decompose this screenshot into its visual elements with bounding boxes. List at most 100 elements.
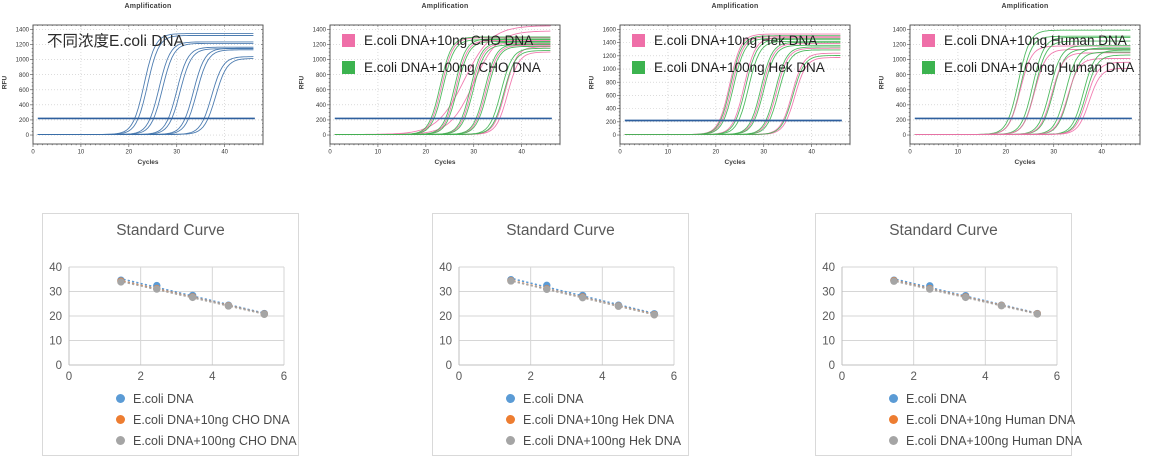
data-point xyxy=(260,310,268,318)
amplification-curve xyxy=(914,67,1131,135)
tick-label-x: 0 xyxy=(66,371,72,383)
tick-label-y: 10 xyxy=(822,336,835,348)
data-point xyxy=(650,311,658,319)
legend-label: E.coli DNA+100ng CHO DNA xyxy=(364,59,541,75)
legend-label: E.coli DNA+10ng Human DNA xyxy=(944,32,1127,48)
legend-item: E.coli DNA+100ng Hek DNA xyxy=(632,57,825,77)
legend-label: E.coli DNA xyxy=(523,391,584,406)
standard-curve-panel-human: 0 10 20 30 40 0 2 4 6 Standard Curve E.coli DNA E… xyxy=(815,213,1082,456)
amplification-curves xyxy=(624,33,842,135)
tick-label-y: 1400 xyxy=(893,28,907,34)
legend-item: E.coli DNA+10ng CHO DNA xyxy=(116,409,297,430)
data-point xyxy=(117,278,125,286)
tick-label-y: 40 xyxy=(822,262,835,274)
legend-label: E.coli DNA+10ng CHO DNA xyxy=(133,412,290,427)
legend-label: E.coli DNA xyxy=(906,391,967,406)
amplification-curve xyxy=(37,46,254,135)
tick-label-x: 20 xyxy=(712,150,719,156)
legend: E.coli DNA E.coli DNA+10ng Hek DNA E.coli … xyxy=(506,388,681,451)
legend-marker xyxy=(116,394,125,403)
legend-item: E.coli DNA+10ng Hek DNA xyxy=(632,30,825,50)
amplification-curve xyxy=(37,58,254,135)
legend-label: E.coli DNA+10ng CHO DNA xyxy=(364,32,534,48)
tick-label-x: 20 xyxy=(1002,150,1009,156)
x-axis-label: Cycles xyxy=(137,159,159,166)
tick-label-y: 1600 xyxy=(603,28,617,34)
tick-label-x: 30 xyxy=(1050,150,1057,156)
tick-label-x: 40 xyxy=(221,150,228,156)
legend-label: E.coli DNA+10ng Hek DNA xyxy=(654,32,818,48)
legend: E.coli DNA+10ng Human DNA E.coli DNA+100n… xyxy=(922,30,1134,84)
legend: E.coli DNA+10ng CHO DNA E.coli DNA+100ng … xyxy=(342,30,541,84)
amplification-curves xyxy=(914,29,1132,135)
tick-label-x: 6 xyxy=(1054,371,1060,383)
tick-label-y: 30 xyxy=(822,287,835,299)
tick-label-y: 600 xyxy=(606,94,617,100)
x-axis-label: Cycles xyxy=(434,159,456,166)
legend-label: E.coli DNA+100ng Human DNA xyxy=(944,59,1135,75)
tick-label-y: 800 xyxy=(316,73,327,79)
tick-label-y: 800 xyxy=(19,73,30,79)
tick-label-y: 10 xyxy=(49,336,62,348)
chart-title: Standard Curve xyxy=(889,222,998,239)
data-point xyxy=(890,277,898,285)
legend: E.coli DNA E.coli DNA+10ng Human DNA E.col… xyxy=(889,388,1082,451)
y-axis-label: RFU xyxy=(588,75,596,90)
legend-item: E.coli DNA+100ng Hek DNA xyxy=(506,430,681,451)
tick-label-x: 4 xyxy=(209,371,216,383)
trendline xyxy=(508,277,660,316)
amplification-curve xyxy=(37,41,254,135)
tick-label-y: 1200 xyxy=(603,54,617,60)
scatter-plot-area: 0 10 20 30 40 0 2 4 6 xyxy=(49,262,287,383)
tick-label-x: 10 xyxy=(955,150,962,156)
data-point xyxy=(961,293,970,302)
tick-label-x: 30 xyxy=(173,150,180,156)
tick-label-y: 10 xyxy=(439,336,452,348)
tick-label-y: 0 xyxy=(829,360,835,372)
std-axes: 0 10 20 30 40 0 2 4 6 xyxy=(822,262,1060,383)
tick-label-x: 0 xyxy=(31,150,35,156)
chart-title: Standard Curve xyxy=(506,222,615,239)
legend-marker xyxy=(116,436,125,445)
tick-label-x: 40 xyxy=(808,150,815,156)
tick-label-x: 20 xyxy=(422,150,429,156)
tick-label-y: 0 xyxy=(26,133,30,139)
tick-label-x: 2 xyxy=(910,371,916,383)
tick-label-y: 40 xyxy=(439,262,452,274)
tick-label-y: 30 xyxy=(439,287,452,299)
legend-item: E.coli DNA+100ng CHO DNA xyxy=(116,430,297,451)
data-point xyxy=(1033,310,1041,318)
amplification-chart-ecoli-dilutions: 0 10 20 30 40 0 200 400 600 800 1000 1200 1400 Ampli… xyxy=(0,1,288,177)
legend-marker xyxy=(506,436,515,445)
legend-item: E.coli DNA+10ng Human DNA xyxy=(922,30,1134,50)
tick-label-y: 0 xyxy=(903,133,907,139)
tick-label-y: 800 xyxy=(896,73,907,79)
tick-label-x: 40 xyxy=(518,150,525,156)
tick-label-y: 800 xyxy=(606,80,617,86)
tick-label-y: 1000 xyxy=(313,58,327,64)
tick-label-x: 2 xyxy=(527,371,533,383)
tick-label-x: 10 xyxy=(375,150,382,156)
y-axis-label: RFU xyxy=(878,75,886,90)
tick-label-x: 4 xyxy=(982,371,989,383)
data-point xyxy=(543,285,551,293)
tick-label-y: 0 xyxy=(323,133,327,139)
data-point xyxy=(997,302,1006,310)
legend-swatch xyxy=(922,60,935,74)
legend: E.coli DNA+10ng Hek DNA E.coli DNA+100ng … xyxy=(632,30,825,84)
legend-item: E.coli DNA xyxy=(889,388,1082,409)
legend-marker xyxy=(889,415,898,424)
chart-title: Amplification xyxy=(711,3,759,10)
legend-marker xyxy=(889,436,898,445)
tick-label-y: 40 xyxy=(49,262,62,274)
tick-label-x: 2 xyxy=(137,371,143,383)
legend: E.coli DNA E.coli DNA+10ng CHO DNA E.coli … xyxy=(116,388,297,451)
tick-label-y: 400 xyxy=(19,103,30,109)
legend-item: E.coli DNA+10ng CHO DNA xyxy=(342,30,541,50)
annotation-label: 不同浓度E.coli DNA xyxy=(47,33,184,50)
scatter-plot-area: 0 10 20 30 40 0 2 4 6 xyxy=(822,262,1060,383)
